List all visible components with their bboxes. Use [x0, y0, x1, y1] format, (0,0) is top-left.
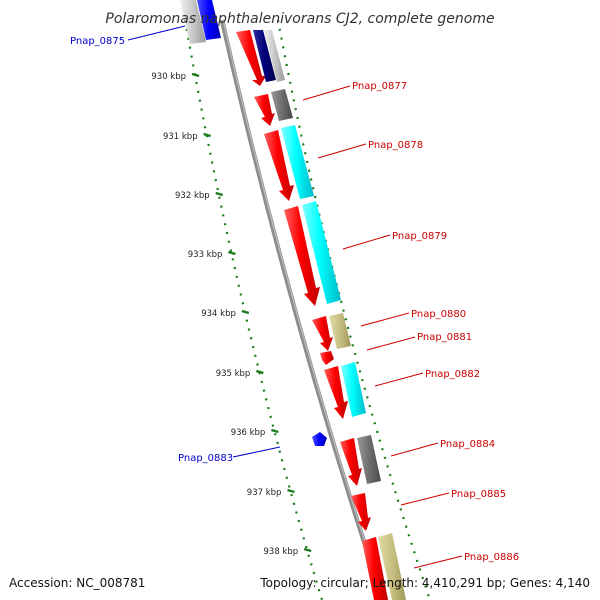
tick-label: 933 kbp — [188, 250, 223, 260]
tick-label: 932 kbp — [175, 191, 210, 201]
gene-label-0881[interactable]: Pnap_0881 — [417, 332, 472, 343]
leader-line — [302, 85, 351, 101]
tick-label: 930 kbp — [151, 72, 186, 82]
gene-arrow-cds — [236, 30, 266, 86]
feature-cyan — [302, 201, 341, 304]
gene-label-0880[interactable]: Pnap_0880 — [411, 309, 466, 320]
gene-label-0875[interactable]: Pnap_0875 — [70, 36, 125, 47]
gene-arrow-cds — [324, 366, 348, 419]
backbone-highlight — [222, 19, 385, 600]
accession-text: Accession: NC_008781 — [9, 576, 145, 590]
gene-arrow-cds — [254, 94, 275, 126]
leader-line — [374, 372, 424, 387]
leader-line — [342, 234, 391, 250]
feature-navy — [253, 30, 276, 82]
tick-mark — [203, 132, 211, 138]
gene-label-0877[interactable]: Pnap_0877 — [352, 81, 407, 92]
feature-blue-top — [197, 0, 221, 40]
feature-khaki — [378, 533, 406, 600]
feature-gray — [271, 89, 293, 121]
tick-ring — [183, 19, 324, 600]
leader-line — [366, 336, 416, 351]
gene-label-0885[interactable]: Pnap_0885 — [451, 489, 506, 500]
feature-khaki — [329, 313, 351, 349]
gene-arrow-reverse — [312, 432, 327, 446]
tick-label: 938 kbp — [264, 547, 299, 557]
backbone — [219, 19, 386, 600]
feature-track — [180, 0, 406, 600]
gene-label-0882[interactable]: Pnap_0882 — [425, 369, 480, 380]
leader-line — [400, 492, 450, 506]
tick-mark — [255, 369, 264, 375]
leader-line — [127, 25, 186, 41]
gene-label-0878[interactable]: Pnap_0878 — [368, 140, 423, 151]
feature-cyan — [341, 362, 366, 417]
leader-line — [232, 446, 281, 458]
tick-label: 931 kbp — [163, 132, 198, 142]
gene-arrow-cds — [264, 130, 294, 201]
tick-label: 937 kbp — [247, 488, 282, 498]
feature-cyan — [281, 125, 314, 199]
gene-label-0884[interactable]: Pnap_0884 — [440, 439, 495, 450]
tick-mark — [191, 72, 200, 78]
tick-mark — [287, 488, 295, 494]
feature-silver — [264, 30, 285, 82]
tick-mark — [271, 428, 279, 434]
gene-label-0883[interactable]: Pnap_0883 — [178, 453, 233, 464]
tick-mark — [228, 250, 236, 256]
genome-summary-text: Topology: circular; Length: 4,410,291 bp… — [259, 576, 590, 590]
gene-arrow-cds — [340, 438, 362, 486]
gene-arrow-cds — [320, 351, 334, 365]
gene-arrow-cds — [284, 206, 320, 306]
tick-label: 936 kbp — [231, 428, 266, 438]
gene-arrow-cds — [362, 537, 388, 600]
gene-arrow-cds — [312, 316, 333, 351]
tick-mark — [303, 547, 312, 553]
map-title: Polaromonas naphthalenivorans CJ2, compl… — [105, 11, 494, 27]
tick-mark — [215, 191, 223, 197]
gene-arrow-cds — [351, 493, 371, 531]
feature-gray — [357, 435, 381, 484]
leader-line — [390, 442, 439, 457]
label-leaders — [127, 25, 463, 569]
leader-line — [413, 555, 463, 569]
tick-mark — [241, 309, 250, 315]
gene-labels: Pnap_0875 Pnap_0877 Pnap_0878 Pnap_0879 … — [70, 36, 519, 563]
gene-label-0879[interactable]: Pnap_0879 — [392, 231, 447, 242]
tick-label: 935 kbp — [216, 369, 251, 379]
feature-silver-top — [180, 0, 206, 44]
tick-group: 930 kbp 931 kbp 932 kbp 933 kbp 934 kbp 935 k… — [151, 72, 312, 557]
tick-label: 934 kbp — [201, 309, 236, 319]
gene-label-0886[interactable]: Pnap_0886 — [464, 552, 519, 563]
leader-line — [317, 143, 367, 159]
leader-line — [360, 312, 410, 327]
